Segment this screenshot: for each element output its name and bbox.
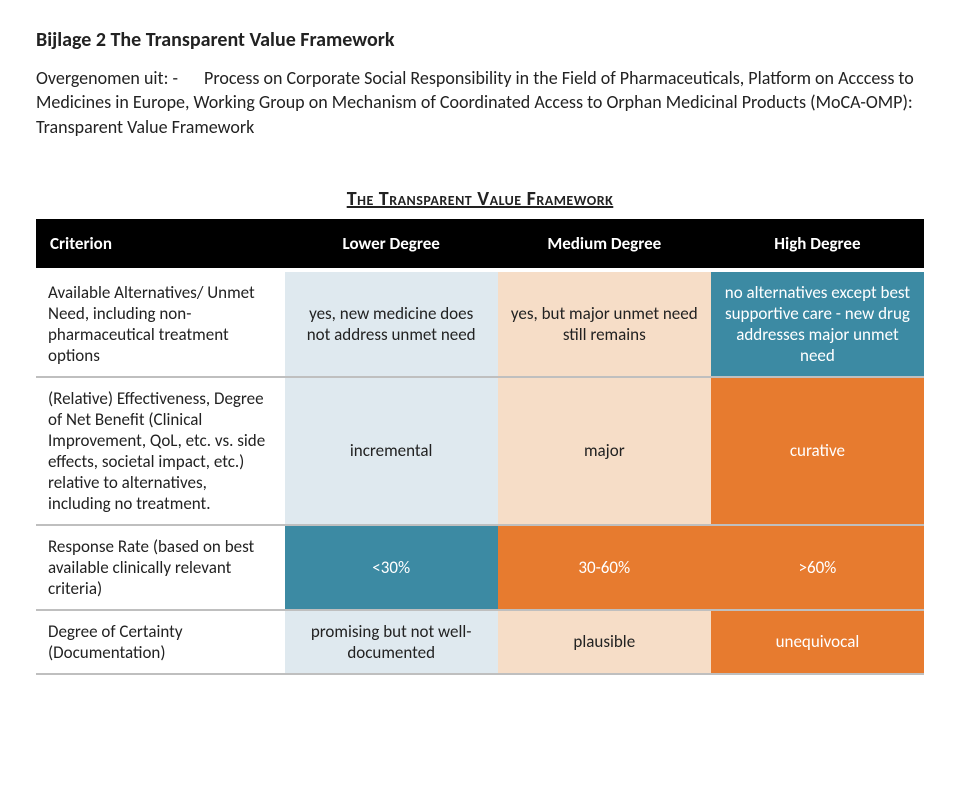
cell-lower: <30% bbox=[285, 525, 498, 610]
cell-high: >60% bbox=[711, 525, 924, 610]
table-header-row: Criterion Lower Degree Medium Degree Hig… bbox=[36, 219, 924, 270]
cell-high: no alternatives except best supportive c… bbox=[711, 270, 924, 377]
table-row: (Relative) Effectiveness, Degree of Net … bbox=[36, 377, 924, 525]
framework-table: Criterion Lower Degree Medium Degree Hig… bbox=[36, 219, 924, 675]
cell-lower: promising but not well-documented bbox=[285, 610, 498, 674]
cell-criterion: Response Rate (based on best available c… bbox=[36, 525, 285, 610]
cell-medium: 30-60% bbox=[498, 525, 711, 610]
table-row: Response Rate (based on best available c… bbox=[36, 525, 924, 610]
page-title: Bijlage 2 The Transparent Value Framewor… bbox=[36, 28, 924, 52]
cell-criterion: Degree of Certainty (Documentation) bbox=[36, 610, 285, 674]
intro-label: Overgenomen uit: - bbox=[36, 67, 178, 89]
col-lower: Lower Degree bbox=[285, 219, 498, 270]
cell-criterion: Available Alternatives/ Unmet Need, incl… bbox=[36, 270, 285, 377]
framework-tbody: Available Alternatives/ Unmet Need, incl… bbox=[36, 270, 924, 674]
intro-paragraph: Overgenomen uit: - Process on Corporate … bbox=[36, 66, 924, 139]
col-criterion: Criterion bbox=[36, 219, 285, 270]
cell-medium: yes, but major unmet need still remains bbox=[498, 270, 711, 377]
framework-title: The Transparent Value Framework bbox=[36, 187, 924, 211]
table-row: Available Alternatives/ Unmet Need, incl… bbox=[36, 270, 924, 377]
cell-lower: yes, new medicine does not address unmet… bbox=[285, 270, 498, 377]
cell-criterion: (Relative) Effectiveness, Degree of Net … bbox=[36, 377, 285, 525]
col-high: High Degree bbox=[711, 219, 924, 270]
cell-high: unequivocal bbox=[711, 610, 924, 674]
cell-medium: plausible bbox=[498, 610, 711, 674]
table-row: Degree of Certainty (Documentation) prom… bbox=[36, 610, 924, 674]
cell-high: curative bbox=[711, 377, 924, 525]
cell-medium: major bbox=[498, 377, 711, 525]
col-medium: Medium Degree bbox=[498, 219, 711, 270]
cell-lower: incremental bbox=[285, 377, 498, 525]
